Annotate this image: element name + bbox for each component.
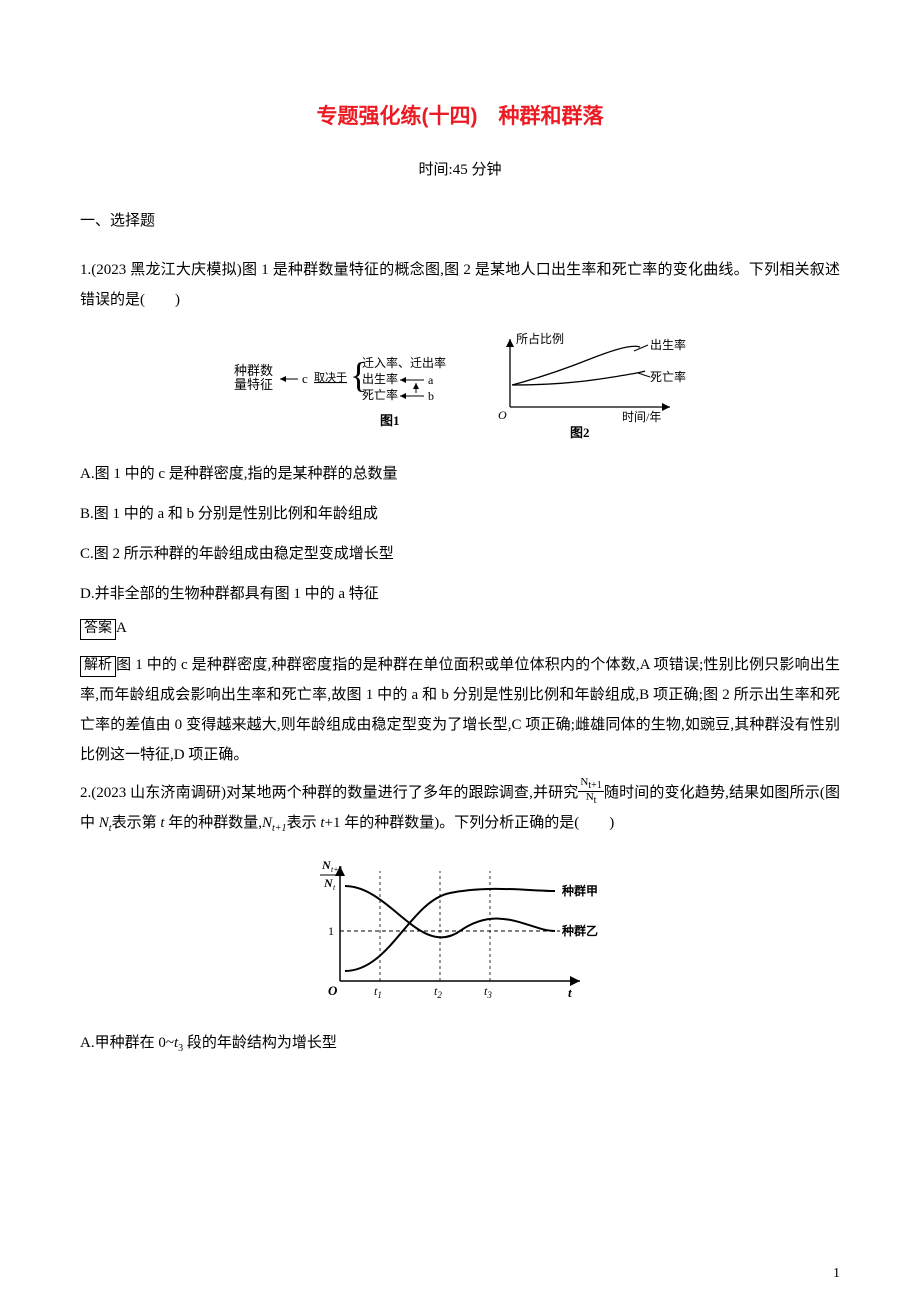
fig1-cap2: 图2: [570, 425, 590, 440]
page-number: 1: [833, 1266, 840, 1282]
fig1-zhongqun-l1: 种群数: [234, 363, 273, 378]
fig1-l2: 出生率: [362, 371, 398, 386]
q1-optC: C.图 2 所示种群的年龄组成由稳定型变成增长型: [80, 539, 840, 569]
section-heading: 一、选择题: [80, 209, 840, 230]
q1-figure: 种群数 量特征 c 取决于 { 迁入率、迁出率 出生率 a 死亡率 b 图1: [80, 327, 840, 447]
fig1-c: c: [302, 371, 308, 386]
fig2-legend2: 种群乙: [561, 923, 598, 938]
fig1-birth: 出生率: [650, 337, 686, 352]
fig2-ydens: t: [333, 883, 336, 892]
fig2-t: t: [568, 985, 572, 1000]
q1-jiexi-text: 图 1 中的 c 是种群密度,种群密度指的是种群在单位面积或单位体积内的个体数,…: [80, 657, 840, 763]
fig2-legend1: 种群甲: [561, 883, 598, 898]
q2-stem-f: +1 年的种群数量)。下列分析正确的是( ): [325, 815, 615, 831]
q2-stem: 2.(2023 山东济南调研)对某地两个种群的数量进行了多年的跟踪调查,并研究N…: [80, 778, 840, 839]
q1-answer-line: 答案A: [80, 619, 840, 640]
q2-stem-e: 表示: [287, 815, 317, 831]
doc-subtitle: 时间:45 分钟: [80, 158, 840, 179]
frac-icon: Nt+1Nt: [578, 777, 603, 806]
nt-sym: Nt: [99, 815, 112, 831]
q2-stem-a: 2.(2023 山东济南调研)对某地两个种群的数量进行了多年的跟踪调查,并研究: [80, 785, 578, 801]
fig1-ylab: 所占比例: [516, 331, 564, 346]
fig1-xlab: 时间/年: [622, 410, 661, 424]
page: 专题强化练(十四) 种群和群落 时间:45 分钟 一、选择题 1.(2023 黑…: [0, 0, 920, 1302]
fig2-t3: t3: [484, 984, 492, 1000]
fig1-death: 死亡率: [650, 369, 686, 384]
fig2-t1: t1: [374, 984, 382, 1000]
fig1-l3: 死亡率: [362, 387, 398, 402]
doc-title: 专题强化练(十四) 种群和群落: [80, 100, 840, 130]
q2-stem-c: 表示第: [112, 815, 157, 831]
q2-optA-a: A.甲种群在 0~: [80, 1035, 174, 1051]
q2-optA: A.甲种群在 0~t3 段的年龄结构为增长型: [80, 1028, 840, 1059]
fig2-one: 1: [328, 924, 334, 938]
q1-optB: B.图 1 中的 a 和 b 分别是性别比例和年龄组成: [80, 499, 840, 529]
q1-optA: A.图 1 中的 c 是种群密度,指的是某种群的总数量: [80, 459, 840, 489]
fig2-O: O: [328, 983, 338, 998]
fig1-a: a: [428, 373, 434, 387]
fig2-ynums: t+1: [331, 865, 343, 874]
q1-jiexi: 解析图 1 中的 c 是种群密度,种群密度指的是种群在单位面积或单位体积内的个体…: [80, 650, 840, 770]
fig1-O: O: [498, 408, 507, 422]
fig1-zhongqun-l2: 量特征: [234, 377, 273, 392]
fig2-t2: t2: [434, 984, 442, 1000]
fig1-b: b: [428, 389, 434, 403]
q1-optD: D.并非全部的生物种群都具有图 1 中的 a 特征: [80, 579, 840, 609]
q1-stem: 1.(2023 黑龙江大庆模拟)图 1 是种群数量特征的概念图,图 2 是某地人…: [80, 255, 840, 315]
fig1-cap1: 图1: [380, 413, 400, 428]
fig1-l1: 迁入率、迁出率: [362, 355, 446, 370]
q2-optA-b: 段的年龄结构为增长型: [183, 1035, 337, 1051]
q1-answer: A: [116, 620, 127, 636]
q2-stem-d: 年的种群数量,: [168, 815, 262, 831]
q2-figure: N t+1 N t 1 O t t1 t2 t3 种群甲 种群乙: [80, 851, 840, 1016]
answer-label: 答案: [80, 619, 116, 640]
fig1-quyue: 取决于: [314, 371, 347, 384]
nt1-sym: Nt+1: [262, 815, 287, 831]
jiexi-label: 解析: [80, 656, 116, 677]
